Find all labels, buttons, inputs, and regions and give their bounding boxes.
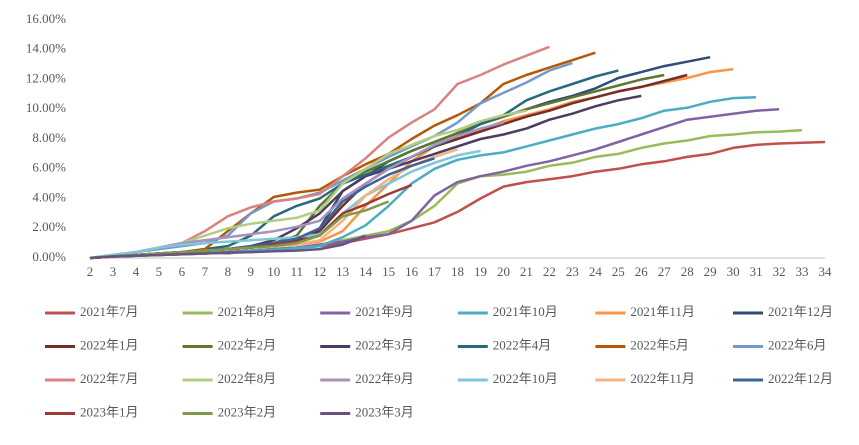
- x-tick-label: 22: [543, 264, 556, 279]
- legend-label: 2022年1月: [80, 337, 139, 352]
- x-tick-label: 23: [566, 264, 579, 279]
- series-line: [89, 61, 573, 260]
- x-tick-label: 24: [589, 264, 603, 279]
- x-tick-label: 29: [704, 264, 717, 279]
- x-tick-label: 34: [819, 264, 833, 279]
- x-tick-label: 28: [681, 264, 694, 279]
- x-tick-label: 33: [796, 264, 809, 279]
- y-tick-label: 0.00%: [32, 249, 66, 264]
- y-tick-label: 12.00%: [26, 70, 66, 85]
- legend-label: 2022年11月: [630, 371, 695, 386]
- x-tick-label: 3: [110, 264, 117, 279]
- y-tick-label: 16.00%: [26, 11, 66, 26]
- legend-label: 2021年12月: [768, 304, 833, 319]
- legend-label: 2023年1月: [80, 404, 139, 419]
- series-line: [89, 148, 458, 260]
- legend-label: 2022年3月: [355, 337, 414, 352]
- legend-label: 2022年4月: [493, 337, 552, 352]
- x-tick-label: 9: [248, 264, 255, 279]
- legend-label: 2022年10月: [493, 371, 558, 386]
- legend-label: 2021年7月: [80, 304, 139, 319]
- legend-label: 2022年5月: [630, 337, 689, 352]
- x-tick-label: 19: [474, 264, 487, 279]
- legend-label: 2022年2月: [218, 337, 277, 352]
- x-tick-label: 26: [635, 264, 649, 279]
- legend-label: 2023年3月: [355, 404, 414, 419]
- x-tick-label: 7: [202, 264, 209, 279]
- legend-label: 2022年12月: [768, 371, 833, 386]
- x-tick-label: 12: [313, 264, 326, 279]
- x-tick-label: 15: [382, 264, 395, 279]
- x-tick-label: 10: [267, 264, 280, 279]
- legend-label: 2021年11月: [630, 304, 695, 319]
- x-tick-label: 16: [405, 264, 419, 279]
- legend-label: 2022年6月: [768, 337, 827, 352]
- y-tick-label: 8.00%: [32, 130, 66, 145]
- x-tick-label: 32: [773, 264, 786, 279]
- legend-label: 2021年10月: [493, 304, 558, 319]
- y-tick-label: 14.00%: [26, 41, 66, 56]
- series-line: [89, 96, 757, 260]
- x-tick-label: 25: [612, 264, 625, 279]
- x-tick-label: 31: [750, 264, 763, 279]
- legend-label: 2023年2月: [218, 404, 277, 419]
- x-tick-label: 27: [658, 264, 672, 279]
- x-tick-label: 21: [520, 264, 533, 279]
- x-tick-label: 2: [87, 264, 94, 279]
- legend-label: 2021年8月: [218, 304, 277, 319]
- legend-label: 2022年7月: [80, 371, 139, 386]
- y-tick-label: 4.00%: [32, 189, 66, 204]
- series-line: [89, 149, 481, 260]
- x-tick-label: 14: [359, 264, 373, 279]
- legend-label: 2021年9月: [355, 304, 414, 319]
- legend-label: 2022年8月: [218, 371, 277, 386]
- series-line: [89, 51, 596, 260]
- x-tick-label: 6: [179, 264, 186, 279]
- x-tick-label: 13: [336, 264, 349, 279]
- y-tick-label: 10.00%: [26, 100, 66, 115]
- x-tick-label: 20: [497, 264, 510, 279]
- y-tick-label: 6.00%: [32, 160, 66, 175]
- series-line: [89, 108, 780, 260]
- x-tick-label: 11: [290, 264, 303, 279]
- x-tick-label: 5: [156, 264, 163, 279]
- y-tick-label: 2.00%: [32, 219, 66, 234]
- x-tick-label: 17: [428, 264, 442, 279]
- legend-label: 2022年9月: [355, 371, 414, 386]
- series-line: [89, 234, 367, 260]
- x-tick-label: 4: [133, 264, 140, 279]
- x-tick-label: 30: [727, 264, 740, 279]
- x-tick-label: 8: [225, 264, 232, 279]
- x-tick-label: 18: [451, 264, 464, 279]
